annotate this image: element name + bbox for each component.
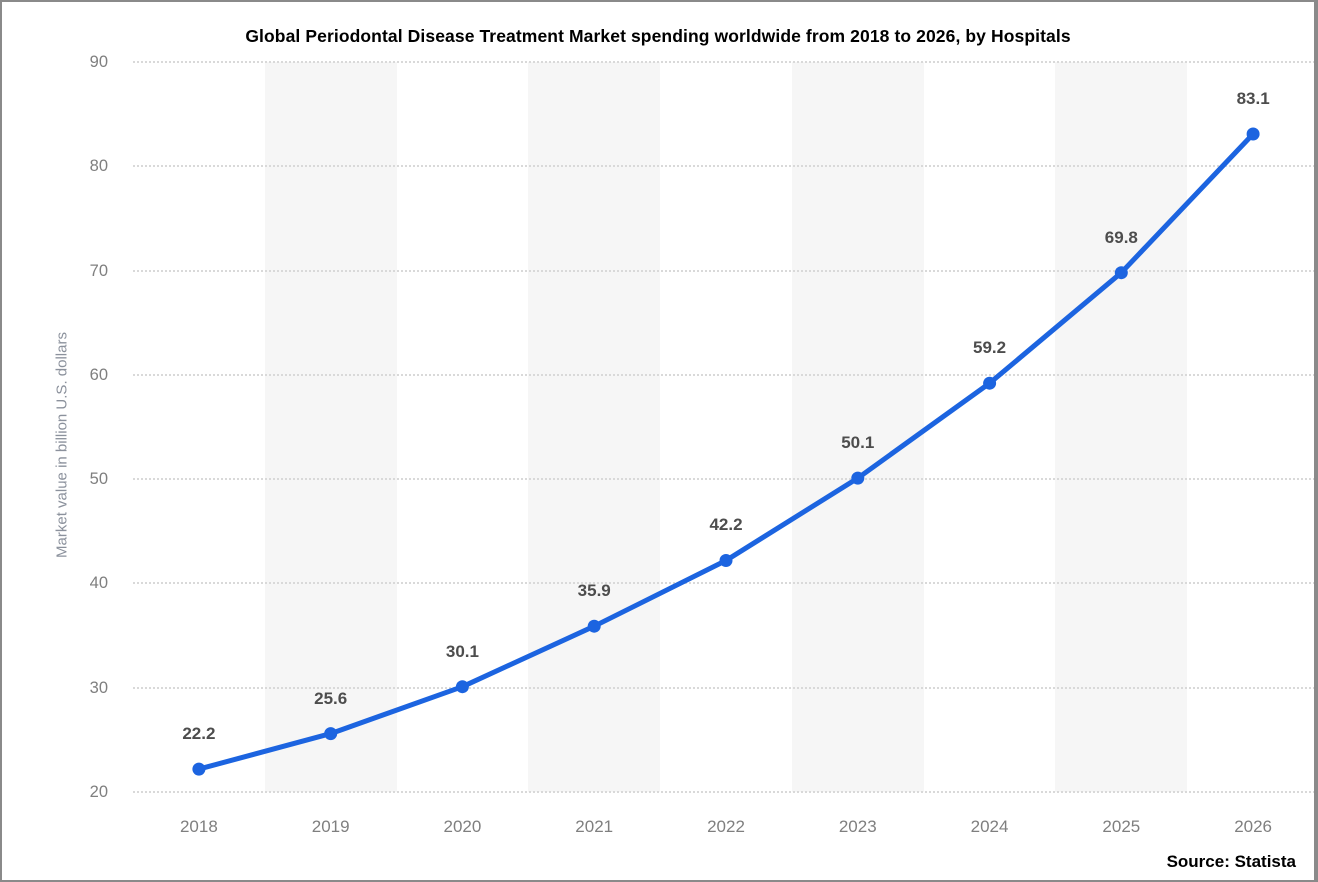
data-point-2018 (192, 762, 206, 776)
gridline-y-20 (133, 791, 1314, 793)
data-point-label-2020: 30.1 (445, 641, 479, 661)
gridline-y-50 (133, 478, 1314, 481)
y-tick-label: 20 (89, 783, 108, 801)
y-tick-label: 60 (89, 365, 108, 384)
data-point-2022 (719, 554, 733, 567)
gridline-y-70 (133, 269, 1314, 272)
y-tick-label: 90 (89, 53, 108, 71)
x-tick-label: 2019 (311, 817, 350, 836)
data-point-label-2021: 35.9 (577, 581, 611, 601)
gridline-y-40 (133, 582, 1314, 585)
source-label: Source: Statista (1166, 852, 1296, 871)
y-tick-label: 80 (89, 157, 108, 176)
data-point-label-2025: 69.8 (1104, 227, 1138, 247)
gridline-y-60 (133, 373, 1314, 376)
x-tick-label: 2021 (575, 817, 614, 836)
plot-band-2019 (264, 62, 397, 792)
y-tick-label: 30 (89, 678, 108, 697)
gridline-y-90 (133, 61, 1314, 63)
x-tick-label: 2022 (707, 817, 745, 836)
x-tick-label: 2026 (1234, 817, 1273, 836)
data-point-2025 (1114, 266, 1128, 280)
data-point-label-2019: 25.6 (314, 688, 348, 708)
chart-title: Global Periodontal Disease Treatment Mar… (245, 26, 1071, 46)
plot-band-2021 (528, 62, 661, 792)
x-tick-label: 2018 (179, 817, 218, 836)
data-point-label-2026: 83.1 (1236, 88, 1270, 108)
data-point-label-2018: 22.2 (182, 724, 216, 744)
data-point-2020 (455, 680, 469, 694)
data-point-label-2022: 42.2 (709, 515, 743, 535)
gridline-y-30 (133, 686, 1314, 689)
x-tick-label: 2023 (838, 817, 877, 836)
data-point-label-2024: 59.2 (973, 338, 1007, 358)
y-tick-label: 40 (89, 574, 108, 593)
data-point-label-2023: 50.1 (841, 433, 875, 453)
x-tick-label: 2025 (1102, 817, 1141, 836)
data-point-2021 (587, 619, 601, 633)
data-point-2024 (983, 376, 997, 390)
gridline-y-80 (133, 165, 1314, 168)
plot-band-2025 (1055, 62, 1188, 792)
data-point-2026 (1246, 127, 1260, 141)
data-point-2019 (324, 727, 338, 741)
x-tick-label: 2020 (443, 817, 482, 836)
y-tick-label: 50 (89, 470, 108, 489)
data-point-2023 (851, 471, 865, 485)
y-tick-label: 70 (89, 261, 108, 280)
x-tick-label: 2024 (970, 817, 1009, 836)
plot-band-2023 (791, 62, 924, 792)
